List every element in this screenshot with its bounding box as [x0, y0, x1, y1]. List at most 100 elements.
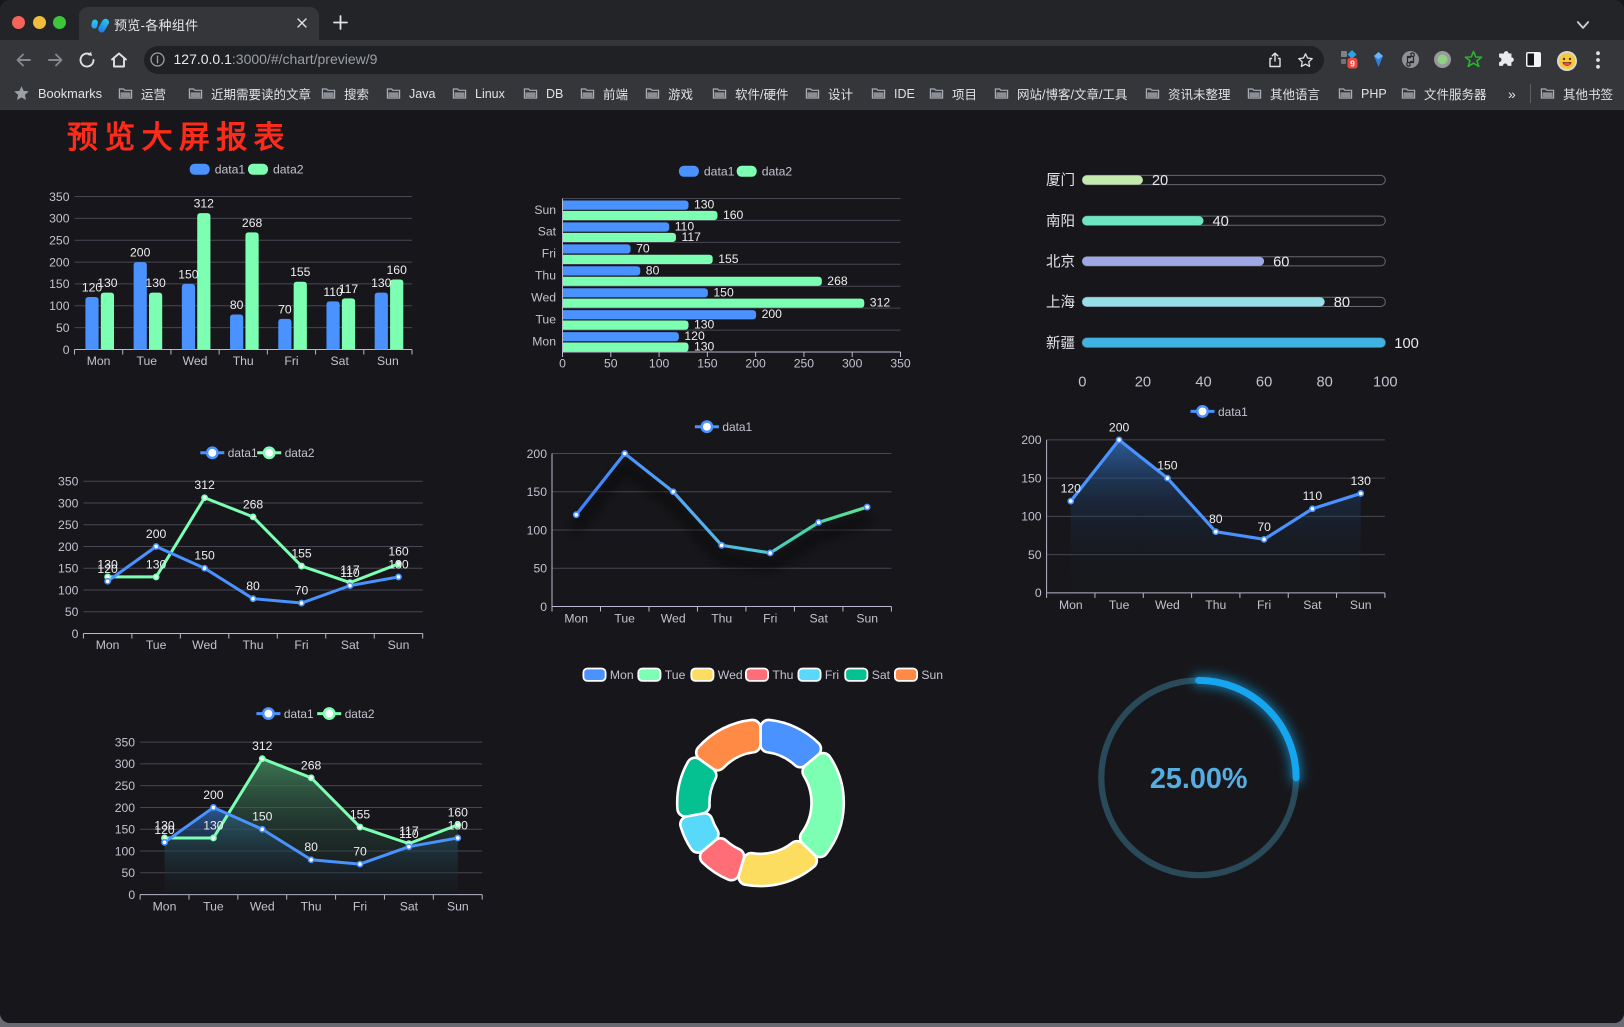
svg-text:Fri: Fri: [294, 638, 308, 652]
svg-text:Fri: Fri: [542, 246, 556, 260]
svg-text:Thu: Thu: [233, 354, 254, 368]
svg-text:Wed: Wed: [250, 899, 275, 913]
svg-text:117: 117: [682, 229, 702, 243]
svg-text:Tue: Tue: [203, 899, 224, 913]
svg-text:0: 0: [63, 342, 70, 356]
svg-text:250: 250: [794, 356, 815, 370]
svg-text:70: 70: [278, 302, 292, 316]
svg-text:150: 150: [713, 285, 734, 299]
svg-text:110: 110: [323, 284, 343, 298]
svg-text:60: 60: [1256, 374, 1272, 390]
svg-text:100: 100: [1373, 374, 1398, 390]
svg-text:data2: data2: [762, 164, 793, 178]
svg-text:厦门: 厦门: [1046, 172, 1075, 189]
svg-text:80: 80: [246, 579, 260, 593]
svg-text:Wed: Wed: [183, 354, 208, 368]
svg-text:300: 300: [842, 356, 863, 370]
svg-text:Fri: Fri: [1257, 597, 1271, 611]
svg-text:268: 268: [242, 215, 263, 229]
svg-text:110: 110: [399, 827, 419, 841]
svg-text:Sun: Sun: [921, 668, 943, 682]
svg-text:data1: data1: [704, 164, 735, 178]
svg-text:120: 120: [97, 561, 118, 575]
svg-text:100: 100: [1394, 335, 1419, 351]
svg-text:120: 120: [1061, 481, 1082, 495]
svg-text:Mon: Mon: [153, 899, 177, 913]
svg-text:Mon: Mon: [564, 611, 588, 625]
svg-text:40: 40: [1195, 374, 1211, 390]
svg-text:110: 110: [340, 566, 360, 580]
svg-text:Fri: Fri: [763, 611, 777, 625]
svg-text:80: 80: [1209, 512, 1223, 526]
svg-text:200: 200: [58, 539, 79, 553]
svg-text:Mon: Mon: [532, 334, 556, 348]
svg-text:Sun: Sun: [534, 202, 556, 216]
svg-text:150: 150: [115, 822, 136, 836]
svg-text:80: 80: [646, 263, 660, 277]
svg-text:200: 200: [745, 356, 766, 370]
svg-text:150: 150: [178, 267, 199, 281]
svg-text:Tue: Tue: [614, 611, 635, 625]
svg-text:70: 70: [636, 241, 650, 255]
svg-text:117: 117: [340, 563, 360, 577]
svg-text:0: 0: [540, 599, 547, 613]
svg-text:Mon: Mon: [96, 638, 120, 652]
svg-text:200: 200: [1109, 420, 1130, 434]
svg-text:200: 200: [115, 800, 136, 814]
svg-text:150: 150: [527, 485, 548, 499]
svg-text:155: 155: [290, 265, 311, 279]
svg-text:data1: data1: [215, 162, 246, 176]
svg-text:130: 130: [1351, 473, 1372, 487]
svg-text:312: 312: [194, 478, 215, 492]
svg-text:80: 80: [230, 298, 244, 312]
svg-text:80: 80: [304, 840, 318, 854]
svg-text:117: 117: [339, 281, 359, 295]
svg-text:Tue: Tue: [146, 638, 167, 652]
svg-text:80: 80: [1317, 374, 1333, 390]
svg-text:155: 155: [350, 807, 371, 821]
svg-text:Sun: Sun: [377, 354, 399, 368]
svg-text:70: 70: [353, 844, 367, 858]
svg-text:130: 130: [154, 818, 175, 832]
svg-text:新疆: 新疆: [1046, 334, 1075, 351]
svg-text:130: 130: [203, 818, 224, 832]
svg-text:50: 50: [533, 561, 547, 575]
svg-text:150: 150: [58, 561, 79, 575]
svg-text:Sun: Sun: [447, 899, 469, 913]
svg-text:200: 200: [1021, 433, 1042, 447]
svg-text:160: 160: [387, 263, 408, 277]
svg-text:Sun: Sun: [388, 638, 410, 652]
svg-text:50: 50: [65, 605, 79, 619]
svg-text:Wed: Wed: [531, 290, 556, 304]
svg-text:200: 200: [130, 245, 151, 259]
svg-text:312: 312: [870, 295, 891, 309]
svg-text:Sat: Sat: [400, 899, 419, 913]
svg-text:130: 130: [145, 276, 166, 290]
svg-text:117: 117: [399, 824, 419, 838]
svg-text:200: 200: [146, 527, 167, 541]
svg-text:Tue: Tue: [535, 312, 556, 326]
svg-text:155: 155: [718, 251, 739, 265]
svg-text:130: 130: [694, 339, 715, 353]
svg-text:50: 50: [604, 356, 618, 370]
svg-text:data1: data1: [722, 420, 752, 434]
svg-text:50: 50: [56, 320, 70, 334]
svg-text:150: 150: [697, 356, 718, 370]
svg-text:150: 150: [252, 809, 273, 823]
svg-text:Sat: Sat: [810, 611, 829, 625]
svg-text:50: 50: [1028, 547, 1042, 561]
svg-text:Sun: Sun: [1350, 597, 1372, 611]
svg-text:Fri: Fri: [353, 899, 367, 913]
svg-text:Fri: Fri: [825, 668, 839, 682]
svg-text:Mon: Mon: [87, 354, 111, 368]
svg-text:0: 0: [128, 887, 135, 901]
svg-text:70: 70: [1257, 519, 1271, 533]
svg-text:上海: 上海: [1046, 294, 1075, 311]
svg-text:9: 9: [1350, 58, 1355, 68]
svg-text:Thu: Thu: [242, 638, 263, 652]
svg-text:160: 160: [723, 208, 744, 222]
svg-text:155: 155: [291, 546, 312, 560]
svg-text:北京: 北京: [1046, 253, 1075, 270]
svg-text:120: 120: [154, 822, 175, 836]
svg-text:130: 130: [97, 276, 118, 290]
